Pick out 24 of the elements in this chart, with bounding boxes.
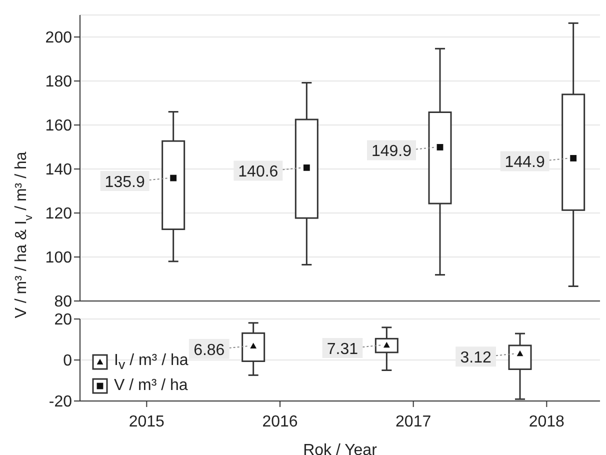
y-tick-label: 140 xyxy=(45,162,72,179)
x-axis-title: Rok / Year xyxy=(303,442,378,455)
x-tick-label: 2016 xyxy=(262,413,298,430)
text: 140.6 xyxy=(238,164,278,181)
text: 144.9 xyxy=(504,154,545,172)
legend-label: V / m³ / ha xyxy=(114,377,188,395)
y-tick-label: 80 xyxy=(54,294,72,311)
text: 3.12 xyxy=(460,350,492,367)
y-tick-label: 200 xyxy=(45,30,72,47)
text: 149.9 xyxy=(371,143,412,160)
y-tick-label: 0 xyxy=(63,352,72,370)
y-tick-label: 120 xyxy=(45,206,72,223)
text: 135.9 xyxy=(104,174,145,192)
text: 6.86 xyxy=(194,342,225,359)
y-tick-label: 20 xyxy=(54,312,72,329)
text: I$_{v}$ / m³ / ha xyxy=(114,352,188,372)
y-tick-label: -20 xyxy=(48,394,72,411)
text: 7.31 xyxy=(326,341,358,358)
x-tick-label: 2018 xyxy=(528,413,565,430)
y-tick-label: 100 xyxy=(45,250,72,267)
y-tick-label: 180 xyxy=(45,74,72,91)
x-tick-label: 2015 xyxy=(128,413,165,430)
y-tick-label: 160 xyxy=(45,118,72,135)
x-tick-label: 2017 xyxy=(396,413,432,430)
